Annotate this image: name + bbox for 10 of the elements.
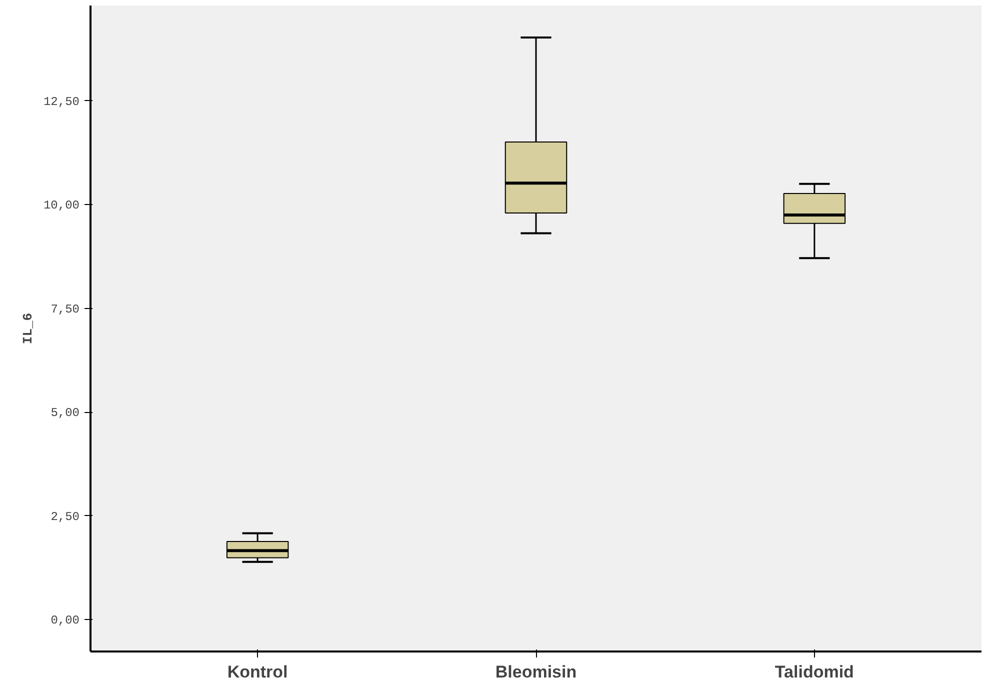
x-tick-label: Bleomisin [495, 662, 577, 682]
y-tick-label: 2,50 [50, 510, 80, 524]
y-tick-label: 10,00 [43, 198, 80, 213]
y-tick-label: 12,50 [43, 94, 80, 109]
y-tick-label: 7,50 [50, 302, 80, 316]
y-axis-title: IL_6 [20, 312, 36, 344]
y-tick-label: 5,00 [50, 406, 80, 420]
x-tick-label: Talidomid [774, 662, 854, 682]
x-tick-label: Kontrol [227, 662, 288, 682]
y-tick-label: 0,00 [50, 614, 80, 628]
